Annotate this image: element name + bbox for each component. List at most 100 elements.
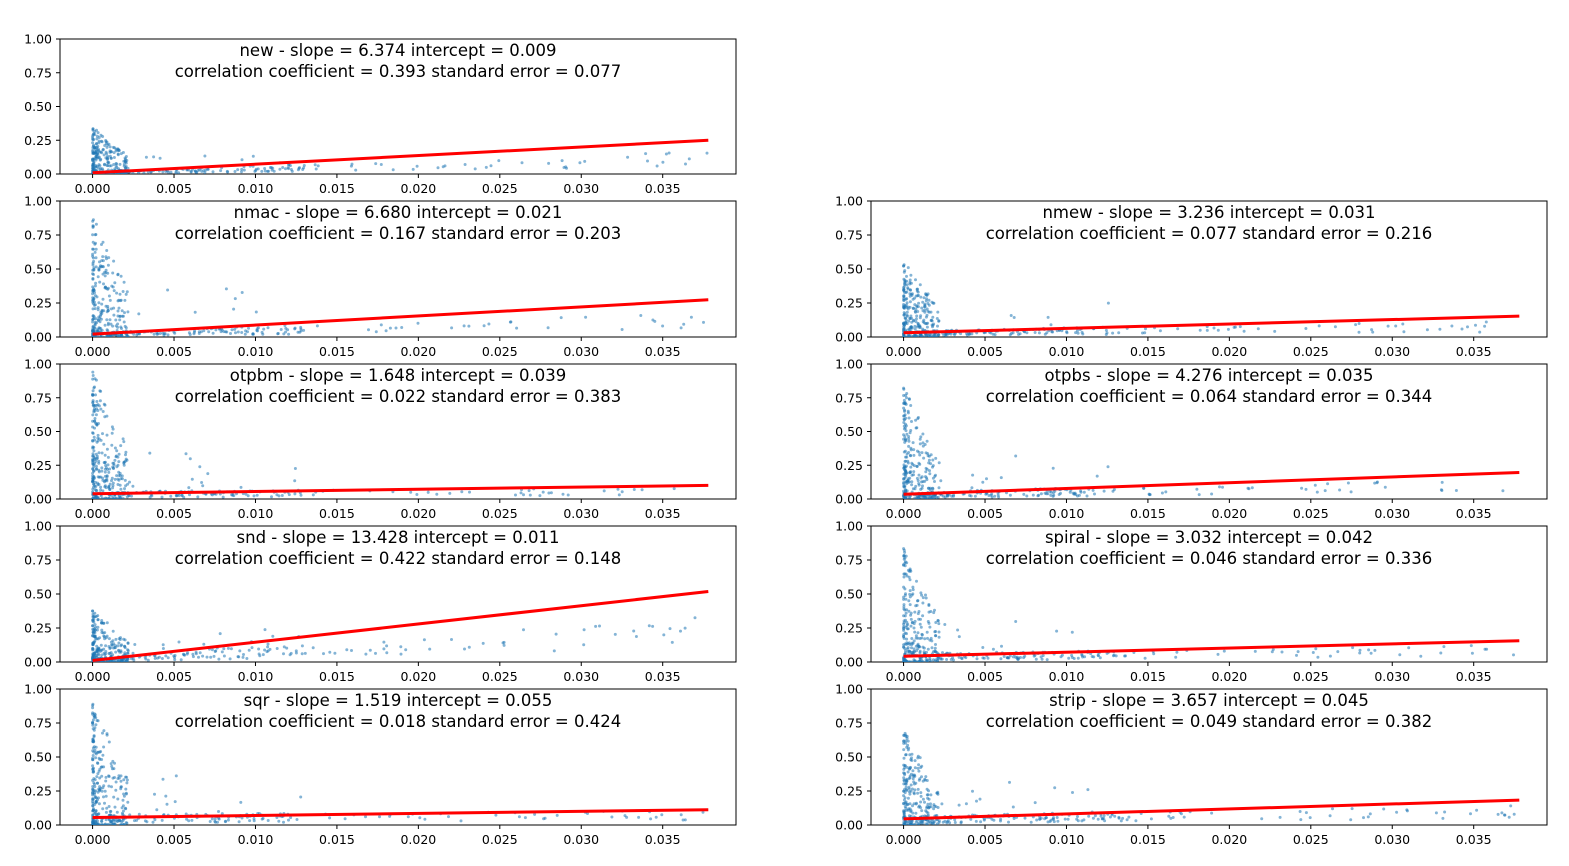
scatter-point xyxy=(125,290,129,294)
y-tick-label: 0.50 xyxy=(24,99,52,114)
scatter-point xyxy=(917,496,921,499)
scatter-point xyxy=(132,332,136,336)
scatter-point xyxy=(126,660,130,662)
scatter-point xyxy=(917,617,921,621)
scatter-point xyxy=(94,281,98,285)
scatter-point xyxy=(1509,804,1513,808)
scatter-point xyxy=(111,461,115,465)
scatter-point xyxy=(92,714,96,718)
scatter-point xyxy=(646,159,649,163)
scatter-point xyxy=(1111,489,1115,493)
scatter-point xyxy=(902,401,906,405)
scatter-point xyxy=(902,782,906,786)
scatter-point xyxy=(111,481,115,485)
panel-title: strip - slope = 3.657 intercept = 0.045 xyxy=(1049,691,1369,710)
scatter-point xyxy=(1040,657,1044,661)
scatter-point xyxy=(435,492,439,496)
scatter-point xyxy=(1059,655,1063,659)
scatter-point xyxy=(126,335,130,337)
scatter-point xyxy=(99,648,103,652)
scatter-point xyxy=(260,169,264,173)
scatter-point xyxy=(110,764,114,768)
scatter-point xyxy=(104,775,108,779)
scatter-point xyxy=(103,453,107,457)
scatter-point xyxy=(919,766,923,769)
scatter-point xyxy=(1323,489,1327,493)
y-tick-label: 0.00 xyxy=(835,492,863,507)
scatter-point xyxy=(97,326,101,330)
scatter-point xyxy=(367,328,370,332)
scatter-point xyxy=(91,219,95,223)
scatter-point xyxy=(467,645,471,649)
scatter-point xyxy=(902,603,906,607)
x-tick-label: 0.035 xyxy=(645,181,681,196)
scatter-point xyxy=(104,779,108,783)
scatter-point xyxy=(910,759,914,762)
scatter-point xyxy=(1440,489,1444,492)
scatter-point xyxy=(907,319,911,323)
scatter-point xyxy=(916,787,920,791)
scatter-point xyxy=(918,756,922,760)
scatter-point xyxy=(903,438,907,442)
scatter-point xyxy=(921,614,925,618)
scatter-point xyxy=(93,284,97,288)
scatter-point xyxy=(91,630,95,634)
scatter-point xyxy=(1167,814,1171,818)
scatter-point xyxy=(300,644,304,648)
scatter-point xyxy=(257,652,261,656)
scatter-point xyxy=(103,480,106,484)
scatter-point xyxy=(105,621,109,625)
scatter-point xyxy=(415,493,419,496)
scatter-point xyxy=(254,310,258,314)
scatter-point xyxy=(287,332,291,336)
scatter-point xyxy=(908,305,912,309)
scatter-point xyxy=(110,284,114,288)
scatter-point xyxy=(111,324,115,328)
scatter-point xyxy=(91,289,95,292)
scatter-point xyxy=(915,603,919,607)
scatter-point xyxy=(902,633,906,637)
scatter-point xyxy=(610,815,614,819)
scatter-point xyxy=(101,410,105,413)
scatter-point xyxy=(102,634,106,638)
scatter-point xyxy=(906,568,910,572)
scatter-point xyxy=(974,819,978,823)
scatter-point xyxy=(913,773,917,777)
scatter-point xyxy=(125,778,129,782)
scatter-point xyxy=(328,650,332,654)
x-tick-label: 0.000 xyxy=(886,832,922,847)
scatter-point xyxy=(931,650,935,654)
scatter-point xyxy=(197,655,200,659)
scatter-point xyxy=(450,326,454,330)
scatter-point xyxy=(917,461,921,465)
scatter-point xyxy=(1338,488,1342,492)
x-tick-label: 0.000 xyxy=(75,344,111,359)
scatter-point xyxy=(133,643,137,646)
scatter-point xyxy=(246,494,250,498)
scatter-point xyxy=(101,240,105,244)
scatter-point xyxy=(91,240,95,244)
scatter-point xyxy=(1117,816,1121,820)
scatter-point xyxy=(668,627,672,631)
scatter-point xyxy=(1096,653,1100,657)
scatter-point xyxy=(1373,648,1377,652)
scatter-point xyxy=(161,647,165,650)
scatter-point xyxy=(927,303,931,307)
scatter-point xyxy=(1242,329,1246,333)
scatter-point xyxy=(354,168,358,172)
scatter-point xyxy=(1043,491,1047,495)
scatter-point xyxy=(96,812,100,816)
scatter-point xyxy=(936,658,940,662)
scatter-point xyxy=(242,168,246,172)
scatter-point xyxy=(125,821,129,825)
scatter-point xyxy=(108,488,112,492)
scatter-point xyxy=(930,335,934,337)
scatter-point xyxy=(275,493,279,497)
scatter-point xyxy=(130,657,133,661)
scatter-point xyxy=(918,437,922,441)
scatter-point xyxy=(1304,811,1308,815)
plot-area xyxy=(91,589,709,662)
scatter-point xyxy=(184,812,188,816)
scatter-point xyxy=(95,137,99,141)
scatter-point xyxy=(917,769,921,773)
